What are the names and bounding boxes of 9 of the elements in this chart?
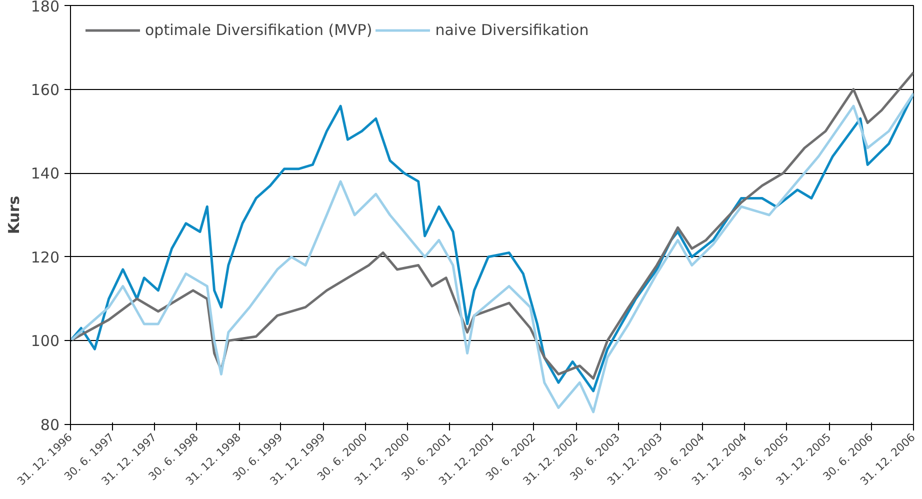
y-axis-title: Kurs — [4, 196, 23, 234]
legend-label: optimale Diversifikation (MVP) — [145, 21, 372, 39]
y-tick-label: 120 — [30, 248, 60, 266]
legend-label: naive Diversifikation — [435, 21, 589, 39]
y-tick-label: 180 — [30, 0, 60, 16]
y-tick-label: 140 — [30, 164, 60, 183]
y-tick-label: 80 — [40, 416, 60, 434]
y-tick-label: 160 — [30, 80, 60, 99]
y-tick-label: 100 — [30, 332, 60, 350]
